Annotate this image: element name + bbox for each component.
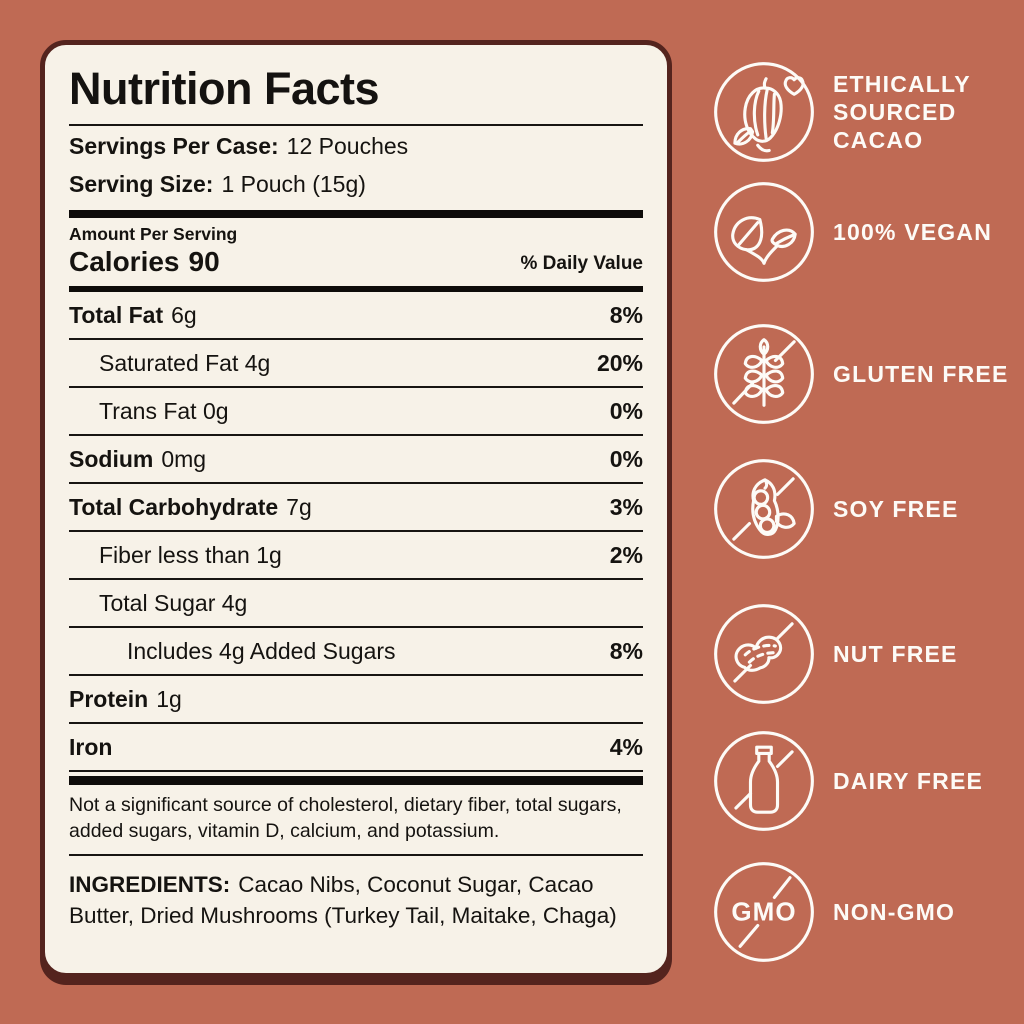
divider <box>69 854 643 857</box>
thick-divider <box>69 776 643 785</box>
nutrition-facts-panel: Nutrition Facts Servings Per Case: 12 Pou… <box>40 40 672 978</box>
row-added-sugars: Includes 4g Added Sugars 8% <box>69 628 643 676</box>
servings-per-case-line: Servings Per Case: 12 Pouches <box>69 126 643 164</box>
ingredients-value: Cacao Nibs, Coconut Sugar, Cacao Butter,… <box>69 872 617 928</box>
badge-ethically-sourced-cacao: ETHICALLY SOURCED CACAO <box>712 60 1018 164</box>
cacao-heart-icon <box>712 60 816 164</box>
thick-divider <box>69 210 643 218</box>
servings-per-case-label: Servings Per Case: <box>69 133 279 159</box>
nutrient-name: Total Fat <box>69 302 164 328</box>
nutrient-amount: 7g <box>286 494 312 520</box>
badge-100-vegan: 100% VEGAN <box>712 180 1018 284</box>
calories-row: Calories 90 % Daily Value <box>69 246 643 278</box>
badge-label: NON-GMO <box>833 898 956 925</box>
ingredients-label: INGREDIENTS: <box>69 872 231 898</box>
daily-value: 4% <box>609 734 643 760</box>
calories-label: Calories <box>69 246 180 277</box>
daily-value: 8% <box>609 638 643 664</box>
daily-value: 0% <box>609 446 643 472</box>
badge-label: GLUTEN FREE <box>833 360 1009 387</box>
badge-gluten-free: GLUTEN FREE <box>712 322 1018 426</box>
row-sodium: Sodium 0mg 0% <box>69 436 643 484</box>
daily-value: 8% <box>609 302 643 328</box>
badge-label: ETHICALLY SOURCED CACAO <box>833 70 971 154</box>
badge-nut-free: NUT FREE <box>712 602 1018 706</box>
daily-value: 3% <box>609 494 643 520</box>
nutrient-amount: Total Sugar 4g <box>99 590 248 616</box>
badge-label: DAIRY FREE <box>833 767 984 794</box>
row-total-carbohydrate: Total Carbohydrate 7g 3% <box>69 484 643 532</box>
no-soy-icon <box>712 457 816 561</box>
row-protein: Protein 1g <box>69 676 643 724</box>
row-total-sugar: Total Sugar 4g <box>69 580 643 628</box>
badge-dairy-free: DAIRY FREE <box>712 729 1018 833</box>
row-total-fat: Total Fat 6g 8% <box>69 292 643 340</box>
row-fiber: Fiber less than 1g 2% <box>69 532 643 580</box>
nutrient-amount: 1g <box>156 686 182 712</box>
badge-soy-free: SOY FREE <box>712 457 1018 561</box>
nutrient-name: Sodium <box>69 446 154 472</box>
daily-value: 20% <box>596 350 643 376</box>
badge-label: NUT FREE <box>833 640 958 667</box>
no-gmo-icon: GMO <box>712 860 816 964</box>
nutrient-amount: Saturated Fat 4g <box>99 350 271 376</box>
serving-size-line: Serving Size: 1 Pouch (15g) <box>69 164 643 202</box>
ingredients: INGREDIENTS: Cacao Nibs, Coconut Sugar, C… <box>69 870 643 930</box>
sprout-leaves-icon <box>712 180 816 284</box>
nutrient-amount: Fiber less than 1g <box>99 542 282 568</box>
row-trans-fat: Trans Fat 0g 0% <box>69 388 643 436</box>
no-milk-bottle-icon <box>712 729 816 833</box>
servings-per-case-value: 12 Pouches <box>286 133 409 159</box>
calories-value: 90 <box>188 246 220 277</box>
badge-column: ETHICALLY SOURCED CACAO 100% VEGAN <box>712 0 1024 1024</box>
daily-value: 2% <box>609 542 643 568</box>
row-saturated-fat: Saturated Fat 4g 20% <box>69 340 643 388</box>
nutrient-amount: 6g <box>171 302 197 328</box>
no-peanut-icon <box>712 602 816 706</box>
badge-label: 100% VEGAN <box>833 218 993 245</box>
daily-value-header: % Daily Value <box>520 253 643 274</box>
medium-divider <box>69 286 643 292</box>
row-iron: Iron 4% <box>69 724 643 772</box>
daily-value: 0% <box>609 398 643 424</box>
footnote: Not a significant source of cholesterol,… <box>69 794 622 842</box>
calories: Calories 90 <box>69 246 220 278</box>
nutrient-name: Iron <box>69 734 113 760</box>
serving-size-label: Serving Size: <box>69 171 214 197</box>
nutrient-name: Total Carbohydrate <box>69 494 279 520</box>
badge-label: SOY FREE <box>833 495 959 522</box>
nutrient-amount: 0mg <box>161 446 207 472</box>
nutrient-amount: Trans Fat 0g <box>99 398 229 424</box>
nutrition-facts-title: Nutrition Facts <box>69 63 380 114</box>
no-wheat-icon <box>712 322 816 426</box>
amount-per-serving-label: Amount Per Serving <box>69 224 238 244</box>
gmo-icon-text: GMO <box>731 896 796 926</box>
nutrient-amount: Includes 4g Added Sugars <box>127 638 396 664</box>
badge-non-gmo: GMO NON-GMO <box>712 860 1018 964</box>
divider <box>69 124 643 126</box>
serving-size-value: 1 Pouch (15g) <box>221 171 366 197</box>
nutrient-name: Protein <box>69 686 149 712</box>
